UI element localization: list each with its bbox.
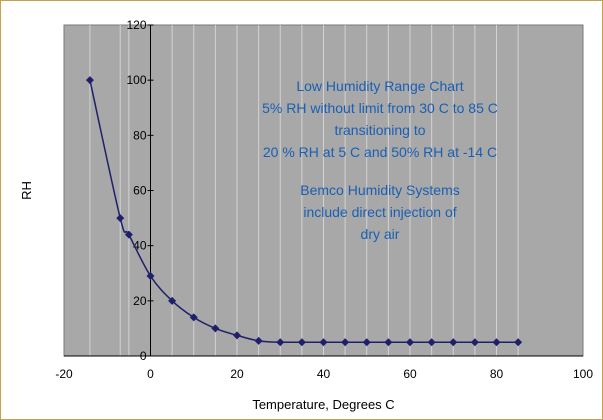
data-point-marker bbox=[254, 336, 263, 345]
data-point-marker bbox=[362, 338, 371, 347]
data-point-marker bbox=[341, 338, 350, 347]
axes bbox=[64, 24, 583, 357]
data-point-marker bbox=[406, 338, 414, 347]
data-point-marker bbox=[384, 338, 393, 347]
data-point-marker bbox=[211, 324, 220, 333]
data-point-marker bbox=[492, 338, 501, 347]
y-tick-label: 20 bbox=[133, 294, 147, 308]
data-point-marker bbox=[189, 313, 198, 322]
y-tick-label: 60 bbox=[133, 184, 147, 198]
data-point-marker bbox=[146, 272, 155, 281]
annotation-line: include direct injection of bbox=[303, 204, 456, 220]
data-point-marker bbox=[514, 338, 523, 347]
y-tick-label: 120 bbox=[126, 18, 146, 32]
y-axis-title: RH bbox=[19, 181, 34, 200]
annotation-line: Low Humidity Range Chart bbox=[296, 78, 463, 94]
x-tick-label: -20 bbox=[55, 367, 73, 381]
data-point-marker bbox=[85, 76, 94, 85]
annotation-line: transitioning to bbox=[334, 122, 425, 138]
x-tick-label: 0 bbox=[147, 367, 154, 381]
data-point-marker bbox=[116, 214, 125, 223]
annotation-line: 20 % RH at 5 C and 50% RH at -14 C bbox=[263, 144, 497, 160]
annotation-line: 5% RH without limit from 30 C to 85 C bbox=[262, 100, 498, 116]
data-point-marker bbox=[297, 338, 306, 347]
data-point-marker bbox=[470, 338, 479, 347]
data-point-marker bbox=[449, 338, 458, 347]
data-point-marker bbox=[427, 338, 436, 347]
annotation-line: Bemco Humidity Systems bbox=[300, 182, 459, 198]
x-axis-title: Temperature, Degrees C bbox=[252, 397, 394, 412]
x-tick-label: 100 bbox=[573, 367, 593, 381]
x-tick-label: 40 bbox=[317, 367, 331, 381]
y-tick-label: 100 bbox=[126, 73, 146, 87]
series-markers bbox=[85, 76, 523, 347]
x-tick-labels: -20 0 20 40 60 80 100 bbox=[55, 367, 593, 381]
x-tick-label: 20 bbox=[230, 367, 244, 381]
annotation-line: dry air bbox=[361, 226, 400, 242]
annotation-text: Low Humidity Range Chart 5% RH without li… bbox=[262, 78, 498, 242]
x-tick-label: 60 bbox=[403, 367, 417, 381]
data-point-marker bbox=[168, 296, 177, 305]
data-point-marker bbox=[276, 338, 285, 347]
x-tick-label: 80 bbox=[490, 367, 504, 381]
y-tick-label: 80 bbox=[133, 128, 147, 142]
data-point-marker bbox=[124, 230, 133, 239]
data-point-marker bbox=[319, 338, 328, 347]
data-point-marker bbox=[233, 331, 241, 340]
y-tick-label: 0 bbox=[140, 349, 147, 363]
